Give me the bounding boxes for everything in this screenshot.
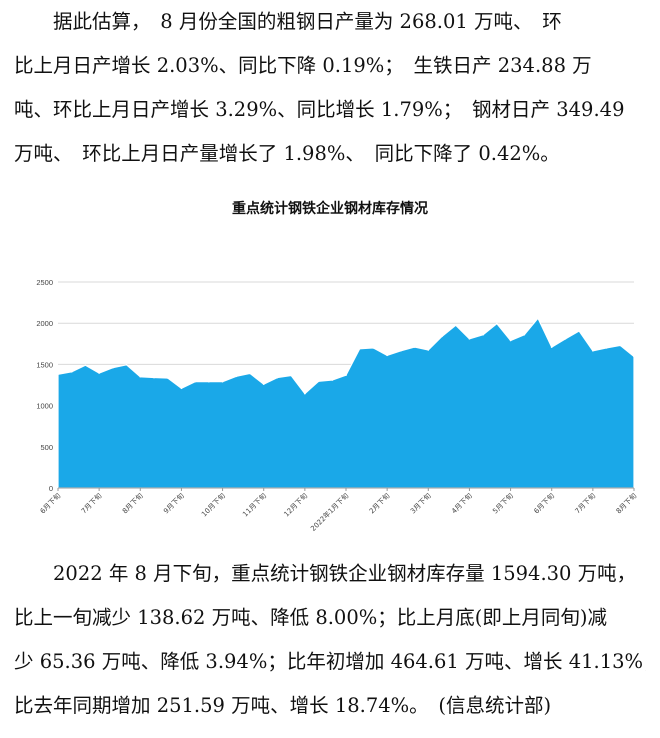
data-point (523, 333, 526, 336)
data-point (633, 355, 635, 358)
paragraph-line: 吨、环比上月日产增长 3.29%、同比增长 1.79%； 钢材日产 349.49 (14, 98, 625, 121)
x-tick-label: 5月下旬 (491, 491, 515, 515)
x-tick-label: 9月下旬 (161, 491, 185, 515)
data-point (98, 372, 100, 374)
data-point (180, 387, 183, 390)
data-point (496, 322, 498, 325)
data-point (70, 371, 73, 373)
y-tick-label: 1000 (36, 402, 53, 411)
data-point (413, 346, 416, 348)
y-tick-label: 2500 (36, 278, 53, 287)
data-point (537, 317, 539, 320)
data-point (605, 347, 608, 349)
data-point (578, 330, 580, 332)
chart-title: 重点统计钢铁企业钢材库存情况 (232, 201, 428, 217)
data-point (153, 376, 155, 379)
data-point (276, 376, 279, 379)
x-tick-label: 10月下旬 (199, 491, 227, 519)
x-tick-label: 2022年1月下旬 (308, 491, 350, 533)
data-point (509, 339, 512, 342)
data-point (427, 349, 430, 351)
data-point (619, 344, 622, 347)
data-point (550, 346, 553, 348)
x-tick-label: 2月下旬 (367, 491, 391, 515)
x-tick-label: 3月下旬 (408, 491, 432, 515)
data-point (441, 335, 443, 338)
y-tick-label: 1500 (36, 360, 53, 369)
x-tick-label: 7月下旬 (573, 491, 597, 515)
data-point (386, 354, 388, 357)
data-point (358, 347, 361, 350)
paragraph-line: 2022 年 8 月下旬，重点统计钢铁企业钢材库存量 1594.30 万吨， (14, 562, 637, 585)
x-tick-label: 8月下旬 (120, 491, 144, 515)
data-point (125, 364, 128, 366)
data-point (57, 373, 59, 376)
x-tick-label: 8月下旬 (614, 491, 638, 515)
data-point (304, 392, 306, 395)
paragraph-line: 比去年同期增加 251.59 万吨、增长 18.74%。 (信息统计部) (14, 694, 552, 717)
data-point (564, 338, 567, 340)
data-point (249, 372, 251, 375)
data-point (208, 380, 210, 383)
data-point (235, 375, 238, 378)
data-point (482, 333, 484, 336)
x-tick-label: 6月下旬 (38, 491, 62, 515)
data-point (221, 380, 224, 383)
area-series (57, 317, 635, 489)
x-tick-label: 7月下旬 (79, 491, 103, 515)
x-tick-label: 12月下旬 (282, 491, 310, 519)
summary-paragraph: 2022 年 8 月下旬，重点统计钢铁企业钢材库存量 1594.30 万吨， 比… (14, 552, 646, 728)
data-point (400, 350, 402, 352)
data-point (345, 374, 347, 376)
x-tick-label: 6月下旬 (532, 491, 556, 515)
data-point (139, 375, 142, 378)
x-tick-label: 4月下旬 (449, 491, 473, 515)
data-point (372, 347, 375, 349)
paragraph-line: 万吨、 环比上月日产量增长了 1.98%、 同比下降了 0.42%。 (14, 142, 560, 165)
inventory-area (57, 317, 635, 489)
y-tick-label: 0 (49, 484, 53, 493)
data-point (290, 374, 292, 377)
intro-paragraph: 据此估算， 8 月份全国的粗钢日产量为 268.01 万吨、 环 比上月日产增长… (14, 0, 646, 176)
data-point (454, 324, 457, 327)
x-tick-label: 11月下旬 (241, 491, 269, 519)
data-point (262, 383, 265, 385)
paragraph-line: 据此估算， 8 月份全国的粗钢日产量为 268.01 万吨、 环 (14, 10, 562, 33)
y-tick-label: 2000 (36, 319, 53, 328)
data-point (317, 380, 320, 383)
inventory-area-chart: 0 500 1000 1500 2000 2500 6月下旬 7月下旬 8月下旬 9月下旬 10月下… (36, 278, 638, 533)
paragraph-line: 比上月日产增长 2.03%、同比下降 0.19%； 生铁日产 234.88 万 (14, 54, 592, 77)
data-point (592, 350, 594, 352)
paragraph-line: 少 65.36 万吨、降低 3.94%；比年初增加 464.61 万吨、增长 4… (14, 650, 646, 673)
axes (57, 487, 635, 491)
data-point (331, 379, 334, 381)
y-tick-label: 500 (40, 443, 53, 452)
data-point (468, 338, 471, 340)
data-point (112, 366, 114, 369)
data-point (166, 377, 169, 379)
paragraph-line: 比上一旬减少 138.62 万吨、降低 8.00%；比上月底(即上月同旬)减 (14, 606, 607, 629)
data-point (84, 364, 87, 367)
data-point (194, 380, 196, 383)
